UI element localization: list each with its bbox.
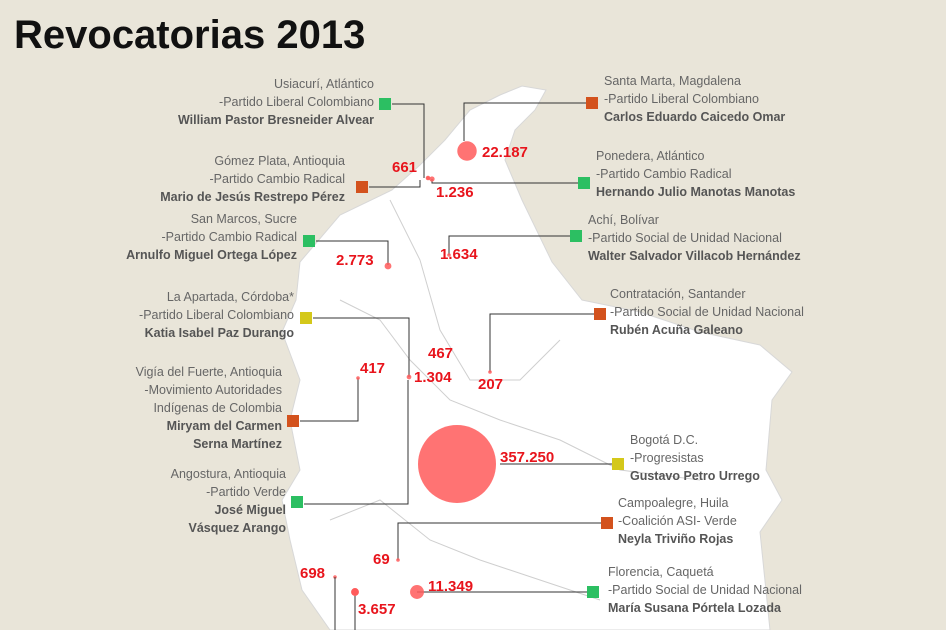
candidate: Gustavo Petro Urrego	[630, 469, 760, 483]
place: Achí, Bolívar	[588, 213, 659, 227]
connector	[392, 103, 425, 178]
vote-count: 1.634	[440, 246, 478, 263]
candidate: Serna Martínez	[193, 437, 282, 451]
party-square	[612, 458, 624, 470]
vote-count: 698	[300, 565, 325, 582]
bubble	[447, 253, 451, 257]
candidate: José Miguel	[214, 503, 286, 517]
map-border	[339, 299, 701, 481]
vote-count: 467	[428, 345, 453, 362]
title: Revocatorias 2013	[14, 13, 365, 57]
bubble	[351, 588, 359, 596]
candidate: Mario de Jesús Restrepo Pérez	[160, 190, 345, 204]
party-square	[303, 235, 315, 247]
vote-count: 22.187	[482, 144, 528, 161]
candidate: María Susana Pórtela Lozada	[608, 601, 782, 615]
party-square	[287, 415, 299, 427]
place: Florencia, Caquetá	[608, 565, 714, 579]
party-square	[587, 586, 599, 598]
vote-count: 69	[373, 551, 390, 568]
party-square	[601, 517, 613, 529]
connector	[316, 240, 389, 265]
vote-count: 207	[478, 376, 503, 393]
connector	[397, 522, 601, 560]
candidate: Carlos Eduardo Caicedo Omar	[604, 110, 785, 124]
bubble	[356, 376, 360, 380]
vote-count: 2.773	[336, 252, 374, 269]
party-square	[570, 230, 582, 242]
vote-count: 1.304	[414, 369, 452, 386]
place: Campoalegre, Huila	[618, 496, 729, 510]
vote-count: 1.236	[436, 184, 474, 201]
bubble	[425, 175, 431, 181]
party: Indígenas de Colombia	[153, 401, 282, 415]
candidate: Katia Isabel Paz Durango	[145, 326, 295, 340]
party-square	[594, 308, 606, 320]
party: -Coalición ASI- Verde	[618, 514, 737, 528]
vote-count: 3.657	[358, 601, 396, 618]
party: -Partido Verde	[206, 485, 286, 499]
party: -Partido Liberal Colombiano	[604, 92, 759, 106]
party: -Partido Liberal Colombiano	[219, 95, 374, 109]
party: -Movimiento Autoridades	[144, 383, 282, 397]
bubble	[406, 374, 412, 380]
candidate: Walter Salvador Villacob Hernández	[588, 249, 801, 263]
candidate: Rubén Acuña Galeano	[610, 323, 743, 337]
bubble	[396, 558, 400, 562]
connector	[304, 380, 409, 505]
place: San Marcos, Sucre	[191, 212, 297, 226]
map-border	[389, 199, 561, 381]
connector	[369, 180, 421, 188]
place: Usiacurí, Atlántico	[274, 77, 374, 91]
party: -Progresistas	[630, 451, 704, 465]
bubble	[418, 425, 496, 503]
connector	[463, 102, 586, 141]
place: Santa Marta, Magdalena	[604, 74, 741, 88]
bubble	[384, 262, 392, 270]
connector	[313, 317, 410, 377]
bubble	[457, 141, 477, 161]
bubble	[488, 370, 492, 374]
place: Vigía del Fuerte, Antioquia	[136, 365, 282, 379]
party-square	[356, 181, 368, 193]
connector	[489, 313, 594, 372]
bubble	[429, 176, 435, 182]
connector	[448, 235, 570, 255]
vote-count: 417	[360, 360, 385, 377]
candidate: William Pastor Bresneider Alvear	[178, 113, 374, 127]
candidate: Neyla Triviño Rojas	[618, 532, 733, 546]
party: -Partido Cambio Radical	[210, 172, 345, 186]
map-border	[329, 499, 601, 601]
party: -Partido Liberal Colombiano	[139, 308, 294, 322]
party: -Partido Social de Unidad Nacional	[608, 583, 802, 597]
bubble	[410, 585, 424, 599]
candidate: Hernando Julio Manotas Manotas	[596, 185, 795, 199]
connector	[300, 378, 359, 422]
vote-count: 661	[392, 159, 417, 176]
party: -Partido Cambio Radical	[596, 167, 731, 181]
place: La Apartada, Córdoba*	[167, 290, 294, 304]
candidate: Arnulfo Miguel Ortega López	[126, 248, 297, 262]
party: -Partido Social de Unidad Nacional	[610, 305, 804, 319]
vote-count: 11.349	[428, 578, 473, 595]
candidate: Vásquez Arango	[189, 521, 287, 535]
party-square	[379, 98, 391, 110]
place: Bogotá D.C.	[630, 433, 698, 447]
place: Gómez Plata, Antioquia	[214, 154, 345, 168]
candidate: Miryam del Carmen	[167, 419, 282, 433]
place: Ponedera, Atlántico	[596, 149, 704, 163]
party: -Partido Cambio Radical	[162, 230, 297, 244]
party-square	[300, 312, 312, 324]
place: Contratación, Santander	[610, 287, 746, 301]
place: Angostura, Antioquia	[171, 467, 286, 481]
party-square	[586, 97, 598, 109]
party-square	[291, 496, 303, 508]
party: -Partido Social de Unidad Nacional	[588, 231, 782, 245]
vote-count: 357.250	[500, 449, 554, 466]
party-square	[578, 177, 590, 189]
